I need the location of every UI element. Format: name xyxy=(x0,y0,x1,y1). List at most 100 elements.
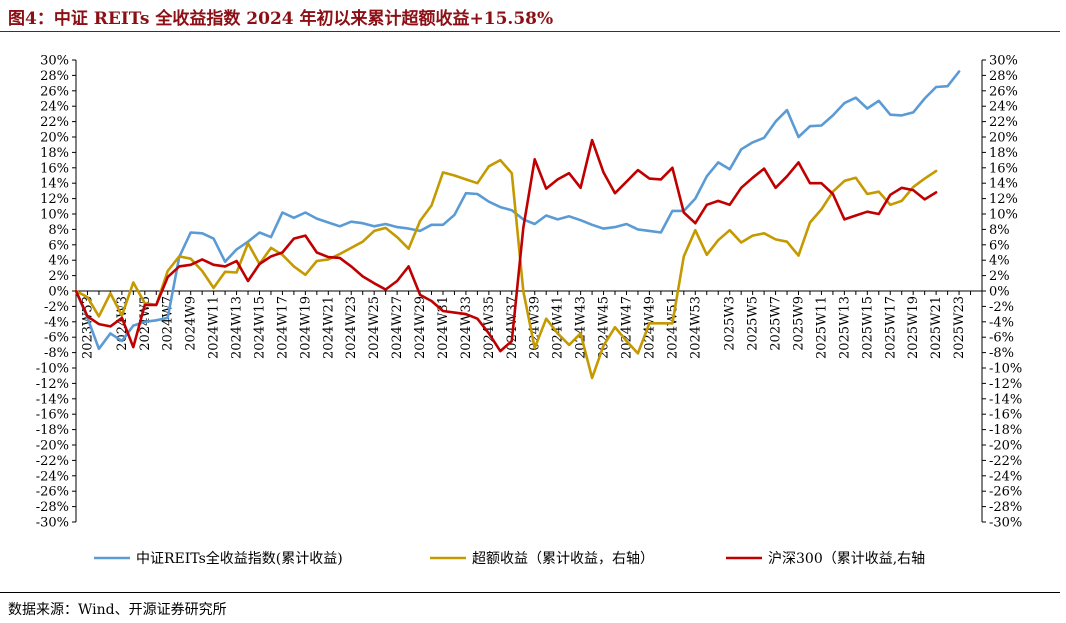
x-tick-label: 2025W9 xyxy=(792,296,807,351)
y-tick-label-left: 10% xyxy=(40,208,69,223)
x-tick-label: 2024W53 xyxy=(688,296,703,359)
y-tick-label-right: -6% xyxy=(989,331,1014,346)
x-tick-label: 2025W19 xyxy=(906,296,921,359)
x-tick-label: 2024W51 xyxy=(665,296,680,359)
x-tick-label: 2024W15 xyxy=(252,296,267,359)
y-tick-label-left: -12% xyxy=(36,377,69,392)
y-tick-label-right: -20% xyxy=(989,439,1022,454)
x-tick-label: 2025W5 xyxy=(746,296,761,351)
title-rule xyxy=(0,31,1060,32)
y-tick-label-right: 20% xyxy=(989,131,1018,146)
y-tick-label-left: 22% xyxy=(40,115,69,130)
y-tick-label-right: -4% xyxy=(989,315,1014,330)
x-tick-label: 2024W29 xyxy=(413,296,428,359)
legend-label-1: 中证REITs全收益指数(累计收益) xyxy=(136,550,343,567)
y-tick-label-left: -8% xyxy=(44,346,69,361)
y-tick-label-right: 26% xyxy=(989,84,1018,99)
y-tick-label-right: 24% xyxy=(989,100,1018,115)
x-tick-label: 2024W17 xyxy=(275,296,290,359)
y-tick-label-left: 4% xyxy=(48,254,69,269)
x-tick-label: 2024W49 xyxy=(642,296,657,359)
y-tick-label-left: 12% xyxy=(40,192,69,207)
y-tick-label-right: -22% xyxy=(989,454,1022,469)
x-tick-label: 2025W21 xyxy=(929,296,944,359)
y-tick-label-left: 14% xyxy=(40,177,69,192)
y-tick-label-left: 18% xyxy=(40,146,69,161)
source-note: 数据来源：Wind、开源证券研究所 xyxy=(8,602,227,618)
y-tick-label-right: -14% xyxy=(989,392,1022,407)
y-tick-label-left: -4% xyxy=(44,315,69,330)
x-tick-label: 2025W7 xyxy=(769,296,784,351)
y-tick-label-left: -16% xyxy=(36,408,69,423)
y-tick-label-left: -28% xyxy=(36,500,69,515)
x-tick-label: 2025W11 xyxy=(814,296,829,359)
x-tick-label: 2025W3 xyxy=(723,296,738,351)
y-tick-label-left: 16% xyxy=(40,161,69,176)
y-tick-label-right: 0% xyxy=(989,285,1010,300)
y-tick-label-right: -12% xyxy=(989,377,1022,392)
y-tick-label-left: 24% xyxy=(40,100,69,115)
x-tick-label: 2024W7 xyxy=(161,296,176,351)
y-tick-label-right: 12% xyxy=(989,192,1018,207)
y-tick-label-left: 2% xyxy=(48,269,69,284)
y-tick-label-right: 16% xyxy=(989,161,1018,176)
x-tick-label: 2024W45 xyxy=(597,296,612,359)
y-tick-label-right: -28% xyxy=(989,500,1022,515)
x-tick-label: 2024W35 xyxy=(482,296,497,359)
y-tick-label-right: -16% xyxy=(989,408,1022,423)
x-tick-label: 2025W23 xyxy=(952,296,967,359)
y-tick-label-right: 28% xyxy=(989,69,1018,84)
source-rule xyxy=(0,592,1060,593)
y-tick-label-left: -6% xyxy=(44,331,69,346)
legend-label-2: 超额收益（累计收益，右轴） xyxy=(472,551,654,567)
y-tick-label-right: -10% xyxy=(989,362,1022,377)
x-tick-label: 2024W23 xyxy=(344,296,359,359)
y-tick-label-right: 6% xyxy=(989,238,1010,253)
x-tick-label: 2024W19 xyxy=(298,296,313,359)
y-tick-label-left: 30% xyxy=(40,54,69,69)
x-tick-label: 2024W9 xyxy=(184,296,199,351)
y-tick-label-right: 2% xyxy=(989,269,1010,284)
x-tick-label: 2024W21 xyxy=(321,296,336,359)
x-tick-label: 2024W5 xyxy=(138,296,153,351)
y-tick-label-left: -24% xyxy=(36,469,69,484)
y-tick-label-right: -30% xyxy=(989,516,1022,531)
x-tick-label: 2024W39 xyxy=(528,296,543,359)
series-line-3 xyxy=(74,138,938,353)
y-tick-label-left: -18% xyxy=(36,423,69,438)
x-tick-label: 2024W33 xyxy=(459,296,474,359)
y-tick-label-left: 8% xyxy=(48,223,69,238)
x-tick-label: 2025W17 xyxy=(883,296,898,359)
y-tick-label-left: 6% xyxy=(48,238,69,253)
y-tick-label-left: -22% xyxy=(36,454,69,469)
y-tick-label-right: 8% xyxy=(989,223,1010,238)
x-tick-label: 2024W43 xyxy=(574,296,589,359)
y-tick-label-right: -18% xyxy=(989,423,1022,438)
y-tick-label-left: -14% xyxy=(36,392,69,407)
x-tick-label: 2024W27 xyxy=(390,296,405,359)
y-tick-label-right: 22% xyxy=(989,115,1018,130)
y-tick-label-left: -26% xyxy=(36,485,69,500)
x-tick-label: 2025W13 xyxy=(837,296,852,359)
x-tick-label: 2025W15 xyxy=(860,296,875,359)
x-tick-label: 2024W13 xyxy=(230,296,245,359)
y-tick-label-right: 10% xyxy=(989,208,1018,223)
y-tick-label-left: 20% xyxy=(40,131,69,146)
y-tick-label-right: -2% xyxy=(989,300,1014,315)
y-tick-label-left: 26% xyxy=(40,84,69,99)
y-tick-label-right: 4% xyxy=(989,254,1010,269)
y-tick-label-left: -10% xyxy=(36,362,69,377)
y-tick-label-right: -24% xyxy=(989,469,1022,484)
y-tick-label-right: 30% xyxy=(989,54,1018,69)
x-tick-label: 2024W41 xyxy=(551,296,566,359)
x-tick-label: 2024W11 xyxy=(207,296,222,359)
y-tick-label-left: 28% xyxy=(40,69,69,84)
series-line-2 xyxy=(74,158,938,380)
y-tick-label-right: -26% xyxy=(989,485,1022,500)
y-tick-label-left: -30% xyxy=(36,516,69,531)
x-tick-label: 2024W25 xyxy=(367,296,382,359)
y-tick-label-right: 18% xyxy=(989,146,1018,161)
y-tick-label-right: 14% xyxy=(989,177,1018,192)
x-tick-label: 2024W47 xyxy=(619,296,634,359)
series-line-1 xyxy=(74,70,961,351)
